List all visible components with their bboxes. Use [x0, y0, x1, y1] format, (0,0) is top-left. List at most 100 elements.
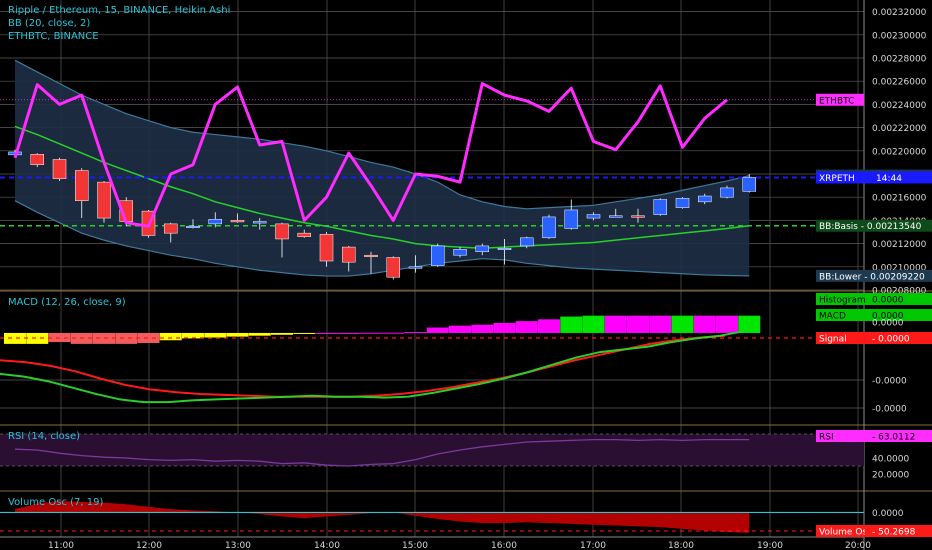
histogram-tag-bg: [816, 293, 866, 305]
bb-legend: BB (20, close, 2): [8, 18, 90, 29]
time-axis[interactable]: 11:00 12:00 13:00 14:00 15:00 16:00 17:00 18:00…: [48, 541, 871, 550]
rsi-pane[interactable]: [0, 433, 864, 467]
macd-histogram-bar: [560, 316, 583, 333]
macd-histogram-bar: [604, 315, 627, 333]
macd-tag-bg: [816, 309, 866, 321]
candle[interactable]: [186, 225, 200, 228]
macd-histogram-bar: [115, 332, 138, 344]
candle[interactable]: [653, 199, 667, 215]
bb-lower-tag-text: BB:Lower - 0.00209220: [819, 272, 925, 282]
time-tick-label: 19:00: [757, 541, 783, 550]
candle[interactable]: [720, 187, 734, 198]
candle[interactable]: [475, 245, 489, 252]
macd-tick-label: 0.0000: [872, 319, 904, 329]
macd-histogram-bar: [248, 332, 271, 336]
time-tick-label: 12:00: [136, 541, 162, 550]
macd-histogram-bar: [716, 315, 738, 333]
candle[interactable]: [97, 181, 111, 219]
candle[interactable]: [408, 266, 423, 269]
price-tick-label: 0.00230000: [872, 31, 927, 41]
histogram-tag[interactable]: Histogram: [816, 293, 866, 306]
bb-lower-tag-bg: [816, 269, 932, 282]
macd-histogram-bar: [471, 324, 494, 333]
candle[interactable]: [520, 237, 534, 247]
volume-osc-area: [15, 501, 750, 533]
macd-line: [0, 330, 745, 404]
price-axis[interactable]: 0.00232000 0.00230000 0.00228000 0.00226000…: [816, 8, 932, 538]
candle[interactable]: [208, 218, 222, 225]
time-tick-label: 15:00: [402, 541, 428, 550]
candle[interactable]: [230, 220, 245, 223]
macd-histogram-bar: [137, 332, 160, 343]
candle[interactable]: [275, 223, 289, 240]
rsi-tag-bg: [816, 430, 866, 442]
candle[interactable]: [564, 209, 578, 229]
volume-osc-tag-bg: [816, 525, 866, 537]
rsi-band: [0, 434, 864, 466]
rsi-tick-label: 40.0000: [872, 455, 909, 465]
candle[interactable]: [364, 254, 378, 257]
rsi-tick-label: 20.0000: [872, 471, 909, 481]
macd-histogram-bar: [315, 332, 338, 334]
candle[interactable]: [609, 215, 623, 218]
signal-tag-text: Signal: [819, 335, 847, 345]
price-tick-label: 0.00212000: [872, 240, 927, 250]
candle[interactable]: [75, 170, 89, 201]
volume-osc-tag-text: Volume Osc: [819, 528, 872, 538]
candle[interactable]: [453, 249, 467, 256]
macd-tag[interactable]: MACD: [816, 309, 866, 322]
time-tick-label: 16:00: [491, 541, 517, 550]
volume-osc-tag[interactable]: Volume Osc: [816, 525, 872, 538]
candle[interactable]: [319, 234, 334, 262]
candle[interactable]: [164, 223, 178, 234]
ethbtc-tag[interactable]: ETHBTC: [816, 93, 864, 107]
candle[interactable]: [342, 246, 356, 263]
macd-histogram-bar: [671, 315, 694, 333]
ethbtc-tag-text: ETHBTC: [819, 96, 854, 106]
macd-pane[interactable]: [0, 315, 864, 404]
bb-lower-tag[interactable]: BB:Lower - 0.00209220: [816, 269, 932, 283]
price-countdown: 14:44: [876, 174, 902, 184]
candle[interactable]: [30, 154, 44, 165]
histogram-value-text: 0.0000: [872, 296, 904, 306]
macd-histogram-bar: [627, 315, 649, 333]
volume-osc-legend: Volume Osc (7, 19): [8, 497, 103, 508]
macd-histogram-bar: [738, 315, 761, 333]
bb-basis-line: [14, 125, 750, 249]
macd-tick-label: -0.0000: [872, 405, 907, 415]
price-tick-label: 0.00228000: [872, 55, 927, 65]
current-price-tag-text: XRPETH: [819, 174, 855, 184]
candle[interactable]: [297, 232, 311, 237]
volume-osc-value-text: - 50.2698: [872, 528, 916, 538]
rsi-tag[interactable]: RSI: [816, 430, 866, 443]
candle[interactable]: [742, 177, 756, 192]
current-price-tag[interactable]: XRPETH: [816, 171, 932, 184]
time-tick-label: 13:00: [225, 541, 251, 550]
time-tick-label: 11:00: [48, 541, 74, 550]
candle[interactable]: [698, 195, 712, 203]
candle[interactable]: [631, 215, 645, 218]
compare-legend: ETHBTC, BINANCE: [8, 31, 99, 42]
candle[interactable]: [386, 257, 400, 278]
macd-tick-label: -0.0000: [872, 377, 907, 387]
candle[interactable]: [253, 221, 267, 224]
candle[interactable]: [52, 159, 67, 179]
macd-histogram-bar: [493, 322, 516, 333]
candle[interactable]: [542, 216, 556, 239]
rsi-line: [14, 438, 750, 467]
signal-tag[interactable]: Signal: [816, 332, 866, 345]
price-pane[interactable]: [0, 59, 864, 280]
candle[interactable]: [431, 245, 445, 266]
macd-histogram-bar: [337, 332, 360, 334]
volume-osc-value-bg: [865, 525, 932, 537]
candle[interactable]: [675, 198, 690, 208]
bb-lower-line: [14, 200, 750, 277]
time-tick-label: 20:00: [845, 541, 871, 550]
volume-osc-tick-label: 0.0000: [872, 509, 904, 519]
volume-osc-pane[interactable]: [0, 501, 864, 533]
macd-histogram-bar: [382, 332, 405, 334]
candle[interactable]: [497, 247, 512, 250]
candle[interactable]: [586, 214, 601, 219]
bb-basis-tag[interactable]: BB:Basis - 0.00213540: [816, 219, 932, 233]
